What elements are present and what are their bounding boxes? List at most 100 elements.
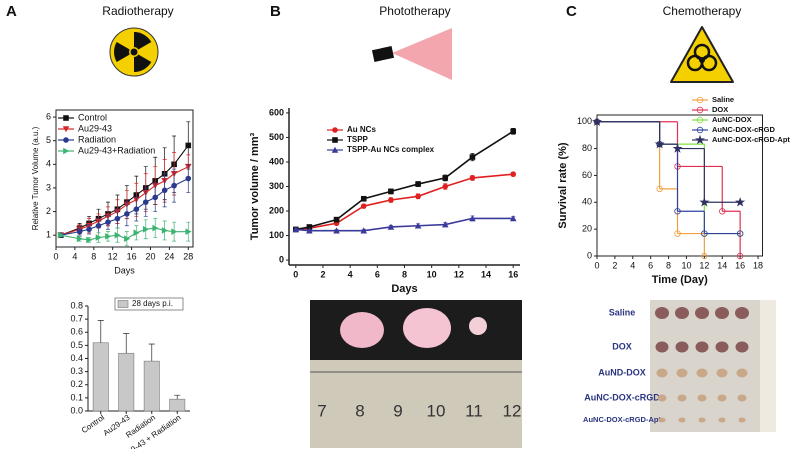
marker <box>654 138 665 149</box>
legend-label: TSPP <box>347 135 369 144</box>
marker <box>171 228 178 235</box>
ruler-label: 11 <box>465 401 483 420</box>
radiation-icon <box>109 27 159 77</box>
y-tick-label: 500 <box>269 132 284 142</box>
marker <box>185 228 192 235</box>
tumor <box>675 341 689 353</box>
y-tick-label: 0.1 <box>70 392 83 402</box>
tumor <box>678 417 686 423</box>
marker <box>469 154 476 160</box>
legend-label: Radiation <box>78 134 116 144</box>
marker <box>86 226 92 233</box>
marker <box>114 215 121 222</box>
x-tick-label: 8 <box>402 269 407 279</box>
marker <box>736 230 744 237</box>
light-icon <box>371 28 452 80</box>
x-tick-label: 4 <box>348 269 353 279</box>
x-tick-label: 2 <box>320 269 325 279</box>
tumor <box>655 341 669 353</box>
y-tick-label: 600 <box>269 107 284 117</box>
tumor <box>655 307 669 319</box>
tumor <box>658 417 666 423</box>
x-tick-label: 0 <box>53 251 58 261</box>
marker <box>63 137 69 143</box>
y-tick-label: 0 <box>587 250 592 260</box>
legend-label: AuNC-DOX-cRGD <box>712 125 775 134</box>
marker <box>701 252 708 260</box>
x-axis-label: Days <box>114 265 135 275</box>
x-tick-label: 24 <box>164 251 174 261</box>
marker <box>185 175 192 182</box>
y-tick-label: 300 <box>269 181 284 191</box>
y-axis-label: Tumor volume / mm³ <box>249 132 261 240</box>
marker <box>332 127 338 133</box>
marker <box>442 175 449 181</box>
group-label: Saline <box>609 307 636 317</box>
marker <box>333 216 340 223</box>
legend-label: TSPP-Au NCs complex <box>347 145 435 154</box>
y-tick-label: 0.7 <box>70 314 83 324</box>
marker <box>415 193 421 200</box>
tumor-photo <box>310 300 522 448</box>
legend-label: DOX <box>712 105 728 114</box>
y-tick-label: 0.2 <box>70 379 83 389</box>
y-tick-label: 5 <box>46 135 51 145</box>
tumor <box>677 394 687 402</box>
ruler-label: 8 <box>355 401 364 420</box>
marker <box>63 115 69 121</box>
ruler-label: 10 <box>427 401 446 420</box>
y-tick-label: 400 <box>269 156 284 166</box>
y-tick-label: 0 <box>279 254 284 264</box>
bar <box>92 342 109 412</box>
marker <box>333 227 340 234</box>
bar <box>143 360 160 412</box>
marker <box>152 194 159 201</box>
marker <box>672 143 683 153</box>
tumor <box>738 417 746 423</box>
marker <box>161 187 168 194</box>
marker <box>415 181 421 187</box>
y-tick-label: 0.8 <box>70 300 83 310</box>
tumor <box>735 307 749 319</box>
tumor <box>676 368 688 378</box>
y-tick-label: 60 <box>582 170 592 180</box>
plot-frame <box>596 114 763 257</box>
marker <box>161 227 168 234</box>
tumor <box>695 307 709 319</box>
panel-letter: B <box>270 3 281 20</box>
y-tick-label: 0.6 <box>70 327 83 337</box>
marker <box>699 197 710 207</box>
y-tick-label: 40 <box>582 197 592 207</box>
x-tick-label: 6 <box>375 269 380 279</box>
tumor-photo <box>650 300 776 432</box>
group-label: AuND-DOX <box>598 367 646 377</box>
marker <box>414 222 422 229</box>
marker <box>695 134 705 145</box>
legend-label: Au29-43 <box>78 123 112 133</box>
x-tick-label: 20 <box>145 251 155 261</box>
group-label: DOX <box>612 341 632 351</box>
legend-label: Au29-43+Radiation <box>78 145 155 155</box>
y-axis-label: Survival rate (%) <box>557 142 569 229</box>
tumor <box>737 394 747 402</box>
x-tick-label: 8 <box>91 251 96 261</box>
tumor <box>696 368 708 378</box>
tumor <box>695 341 709 353</box>
marker <box>696 96 704 104</box>
marker <box>142 199 149 205</box>
legend-label: Saline <box>712 95 734 104</box>
tumor <box>716 368 728 378</box>
x-tick-label: 18 <box>753 260 763 270</box>
tumor <box>736 368 748 378</box>
group-label: AuNC-DOX-cRGD <box>584 392 660 402</box>
ruler-label: 7 <box>317 401 326 420</box>
tumor <box>715 307 729 319</box>
y-tick-label: 0.0 <box>70 405 83 415</box>
y-tick-label: 80 <box>582 143 592 153</box>
y-tick-label: 0.3 <box>70 366 83 376</box>
marker <box>592 116 602 126</box>
marker <box>442 183 449 190</box>
bar <box>118 352 135 412</box>
group-label: AuNC-DOX-cRGD-Apt <box>583 415 661 424</box>
